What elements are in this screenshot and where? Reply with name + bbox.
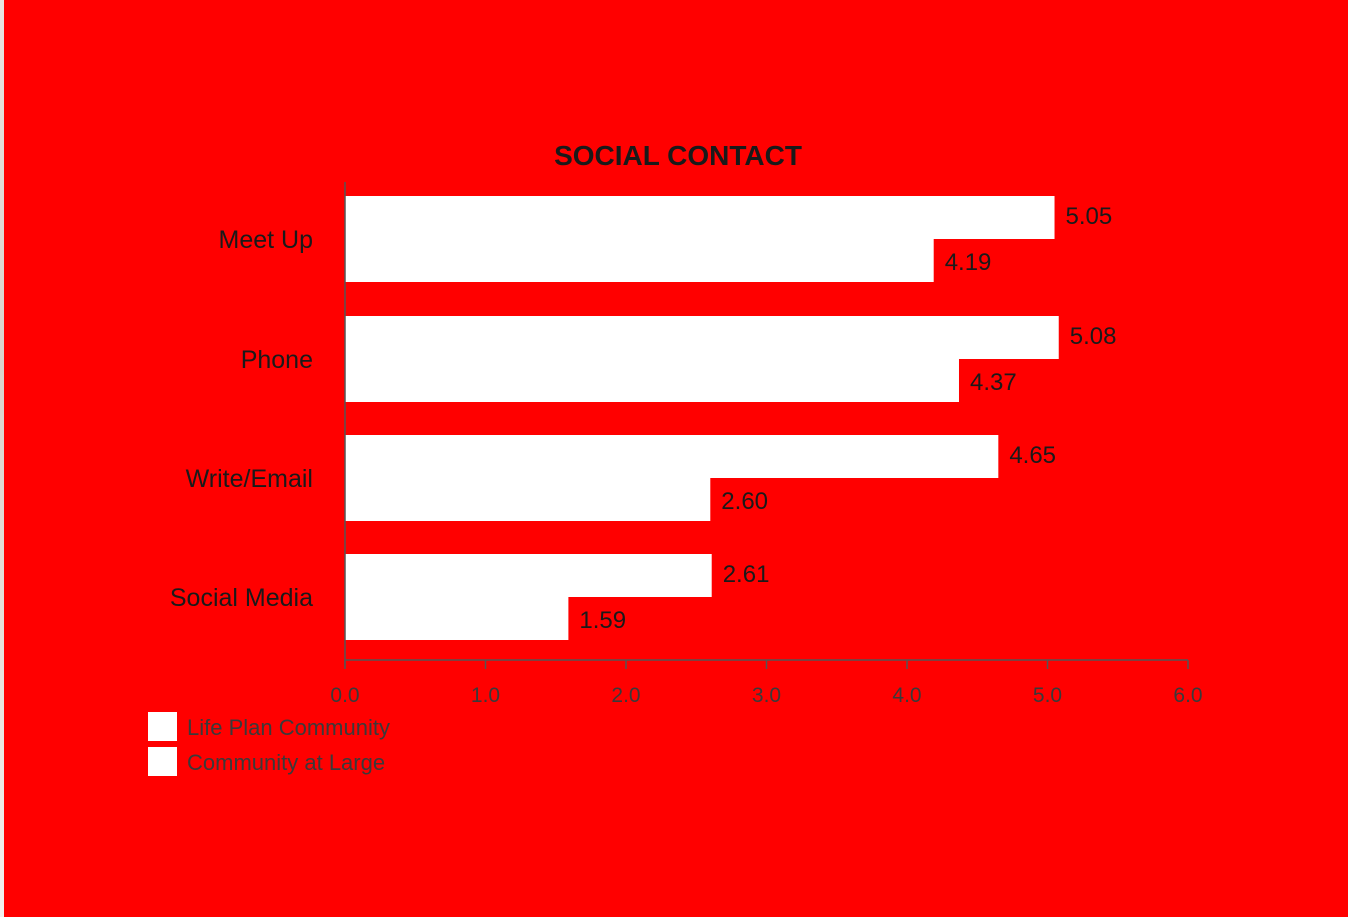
data-label: 5.05	[1066, 203, 1113, 230]
legend-label: Life Plan Community	[187, 715, 390, 740]
legend-swatch	[148, 747, 177, 776]
legend-label: Community at Large	[187, 750, 385, 775]
bar-life-plan-community	[345, 316, 1059, 359]
left-edge-strip	[0, 0, 4, 917]
x-tick-label: 4.0	[892, 684, 921, 707]
chart-title: SOCIAL CONTACT	[554, 140, 802, 171]
bar-life-plan-community	[345, 554, 712, 597]
data-label: 4.65	[1009, 442, 1056, 469]
bar-life-plan-community	[345, 435, 999, 478]
bar-community-at-large	[345, 597, 569, 640]
data-label: 5.08	[1070, 323, 1117, 350]
category-label: Social Media	[170, 584, 313, 612]
x-tick-label: 6.0	[1173, 684, 1202, 707]
x-tick-label: 1.0	[471, 684, 500, 707]
bar-life-plan-community	[345, 196, 1055, 239]
category-label: Phone	[241, 346, 313, 374]
category-label: Write/Email	[186, 465, 313, 493]
data-label: 4.37	[970, 369, 1017, 396]
x-tick-label: 0.0	[330, 684, 359, 707]
axis-layer: 0.0 1.0 2.0 3.0 4.0 5.0 6.0	[330, 182, 1203, 707]
data-label: 2.61	[723, 561, 770, 588]
bar-community-at-large	[345, 239, 934, 282]
data-label: 2.60	[721, 488, 768, 515]
data-label: 1.59	[579, 607, 626, 634]
x-tick-label: 3.0	[752, 684, 781, 707]
legend: Life Plan Community Community at Large	[148, 712, 390, 776]
x-tick-label: 5.0	[1033, 684, 1062, 707]
bars-layer: Meet Up 5.05 4.19 Phone 5.08 4.37 Write/Email 4…	[170, 196, 1117, 640]
bar-community-at-large	[345, 478, 711, 521]
legend-swatch	[148, 712, 177, 741]
category-label: Meet Up	[219, 226, 313, 254]
x-tick-label: 2.0	[611, 684, 640, 707]
bar-community-at-large	[345, 359, 959, 402]
data-label: 4.19	[945, 249, 992, 276]
